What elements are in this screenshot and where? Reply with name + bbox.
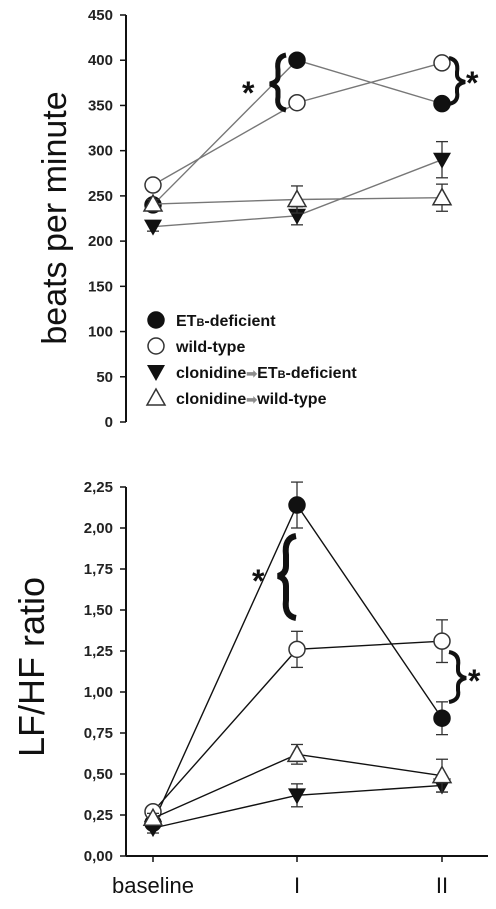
lfhf-data-point bbox=[433, 709, 451, 727]
bpm-y-tick-label: 400 bbox=[88, 52, 113, 69]
bpm-significance-star-II: * bbox=[466, 65, 479, 101]
bpm-y-axis-label: beats per minute bbox=[36, 91, 74, 344]
lfhf-y-tick-label: 1,00 bbox=[84, 684, 113, 701]
legend: ETB-deficient wild-type clonidine➡ETB-defi… bbox=[145, 311, 357, 408]
lfhf-y-tick-label: 0,50 bbox=[84, 766, 113, 783]
bpm-data-point bbox=[288, 51, 306, 69]
lfhf-data-point bbox=[433, 632, 451, 650]
legend-marker bbox=[147, 311, 165, 329]
lfhf-bracket-I bbox=[277, 533, 297, 621]
lfhf-y-tick-label: 2,25 bbox=[84, 479, 113, 496]
lfhf-y-ticks: 0,00 0,25 0,50 0,75 1,00 1,25 1,50 1,75 2,00 2,25 bbox=[84, 479, 126, 865]
lfhf-data-point bbox=[431, 765, 453, 784]
bpm-y-tick-label: 0 bbox=[105, 414, 113, 431]
bpm-data-point bbox=[433, 94, 451, 113]
bpm-series-1-line bbox=[152, 62, 443, 186]
bpm-y-tick-label: 100 bbox=[88, 324, 113, 341]
bpm-data-point bbox=[433, 152, 451, 169]
legend-marker bbox=[147, 365, 165, 381]
legend-entry-label: ETB-deficient bbox=[176, 313, 276, 330]
bpm-bracket-I bbox=[269, 52, 287, 113]
bpm-series-1 bbox=[144, 54, 451, 194]
legend-entry-label: wild-type bbox=[175, 339, 245, 356]
bpm-series bbox=[142, 51, 453, 236]
lfhf-y-axis-label: LF/HF ratio bbox=[11, 577, 52, 757]
bpm-series-3 bbox=[142, 183, 453, 214]
bpm-data-point bbox=[142, 193, 164, 212]
bpm-bracket-II bbox=[448, 56, 466, 106]
legend-marker bbox=[147, 337, 165, 355]
lfhf-bracket-II bbox=[448, 650, 467, 704]
lfhf-y-tick-label: 1,75 bbox=[84, 561, 113, 578]
bpm-y-tick-label: 250 bbox=[88, 188, 113, 205]
lfhf-y-tick-label: 0,75 bbox=[84, 725, 113, 742]
legend-marker bbox=[145, 387, 167, 406]
lfhf-y-tick-label: 0,00 bbox=[84, 848, 113, 865]
bpm-series-0-line bbox=[152, 59, 443, 206]
bpm-data-point bbox=[433, 54, 451, 72]
lfhf-data-point bbox=[288, 496, 306, 514]
bpm-data-point bbox=[288, 93, 306, 112]
bpm-data-point bbox=[431, 187, 453, 206]
bpm-y-tick-label: 150 bbox=[88, 278, 113, 295]
bpm-significance-star-I: * bbox=[242, 75, 255, 111]
lfhf-data-point bbox=[142, 807, 164, 827]
legend-entry-label: clonidine➡wild-type bbox=[176, 391, 327, 408]
lfhf-x-ticks: baseline I II bbox=[112, 856, 448, 898]
lfhf-data-point bbox=[286, 743, 308, 763]
bpm-y-tick-label: 200 bbox=[88, 233, 113, 250]
lfhf-x-tick-label: I bbox=[294, 873, 300, 898]
lfhf-x-tick-label: II bbox=[436, 873, 448, 898]
lfhf-series bbox=[142, 481, 453, 838]
lfhf-significance-star-II: * bbox=[468, 663, 481, 699]
lfhf-series-3 bbox=[142, 743, 453, 827]
bpm-y-ticks: 0 50 100 150 200 250 300 350 400 450 bbox=[88, 7, 126, 431]
lfhf-data-point bbox=[288, 640, 306, 659]
bpm-y-tick-label: 450 bbox=[88, 7, 113, 24]
bpm-data-point bbox=[144, 219, 162, 236]
lfhf-series-0 bbox=[144, 481, 451, 832]
lfhf-x-tick-label: baseline bbox=[112, 873, 194, 898]
bpm-y-tick-label: 50 bbox=[96, 369, 113, 386]
lfhf-data-point bbox=[288, 788, 306, 805]
bpm-data-point bbox=[144, 176, 162, 194]
bpm-panel: 0 50 100 150 200 250 300 350 400 450 beats per mi… bbox=[36, 7, 479, 431]
lfhf-panel: 0,00 0,25 0,50 0,75 1,00 1,25 1,50 1,75 2,00 2,25… bbox=[11, 479, 488, 898]
bpm-data-point bbox=[286, 188, 308, 208]
legend-entry-label: clonidine➡ETB-deficient bbox=[176, 365, 357, 382]
bpm-y-tick-label: 300 bbox=[88, 143, 113, 160]
lfhf-y-tick-label: 0,25 bbox=[84, 807, 113, 824]
lfhf-y-tick-label: 2,00 bbox=[84, 520, 113, 537]
lfhf-significance-star-I: * bbox=[252, 563, 265, 599]
lfhf-y-tick-label: 1,25 bbox=[84, 643, 113, 660]
bpm-y-tick-label: 350 bbox=[88, 97, 113, 114]
lfhf-y-tick-label: 1,50 bbox=[84, 602, 113, 619]
lfhf-series-2 bbox=[144, 778, 451, 838]
